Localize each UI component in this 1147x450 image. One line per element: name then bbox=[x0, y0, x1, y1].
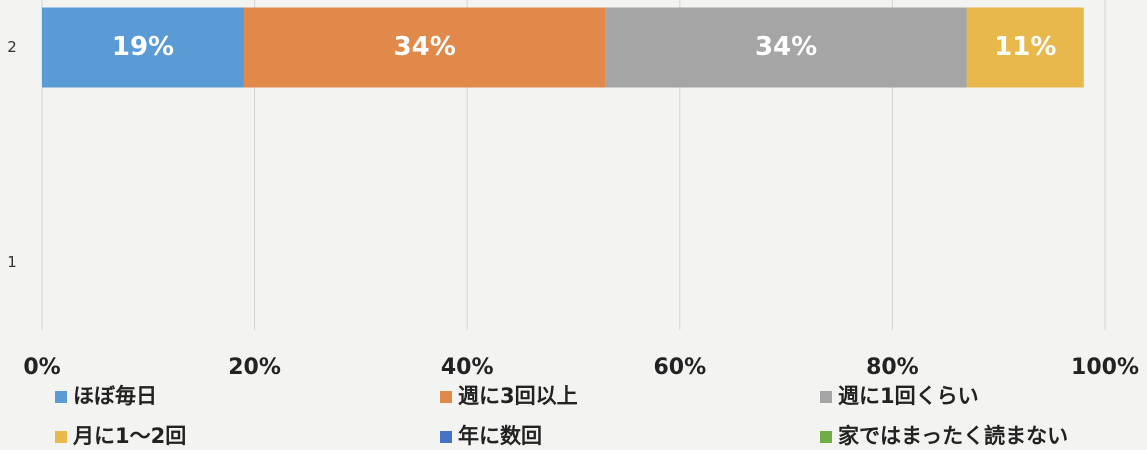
data-label: 34% bbox=[394, 32, 456, 62]
legend-label: 週に1回くらい bbox=[838, 384, 979, 408]
legend-swatch bbox=[440, 391, 452, 403]
data-label: 11% bbox=[994, 32, 1056, 62]
legend-swatch bbox=[55, 431, 67, 443]
bar-segment bbox=[42, 7, 244, 88]
x-tick-label: 0% bbox=[23, 355, 60, 380]
bar-segment bbox=[243, 7, 606, 88]
y-tick-label: 1 bbox=[7, 253, 17, 271]
legend-label: 月に1〜2回 bbox=[72, 424, 186, 448]
bar-segment bbox=[966, 7, 1084, 88]
legend-label: ほぼ毎日 bbox=[73, 384, 157, 408]
x-tick-label: 20% bbox=[228, 355, 281, 380]
legend-swatch bbox=[820, 391, 832, 403]
x-tick-label: 60% bbox=[653, 355, 706, 380]
legend-swatch bbox=[55, 391, 67, 403]
y-tick-label: 2 bbox=[7, 38, 17, 56]
legend-label: 年に数回 bbox=[458, 424, 542, 448]
legend-label: 家ではまったく読まない bbox=[838, 424, 1068, 448]
data-label: 34% bbox=[755, 32, 817, 62]
data-label: 19% bbox=[112, 32, 174, 62]
x-tick-label: 40% bbox=[441, 355, 494, 380]
legend-label: 週に3回以上 bbox=[458, 384, 578, 408]
legend-swatch bbox=[440, 431, 452, 443]
legend-swatch bbox=[820, 431, 832, 443]
x-tick-label: 100% bbox=[1071, 355, 1139, 380]
bar-segment bbox=[605, 7, 967, 88]
x-tick-label: 80% bbox=[866, 355, 919, 380]
